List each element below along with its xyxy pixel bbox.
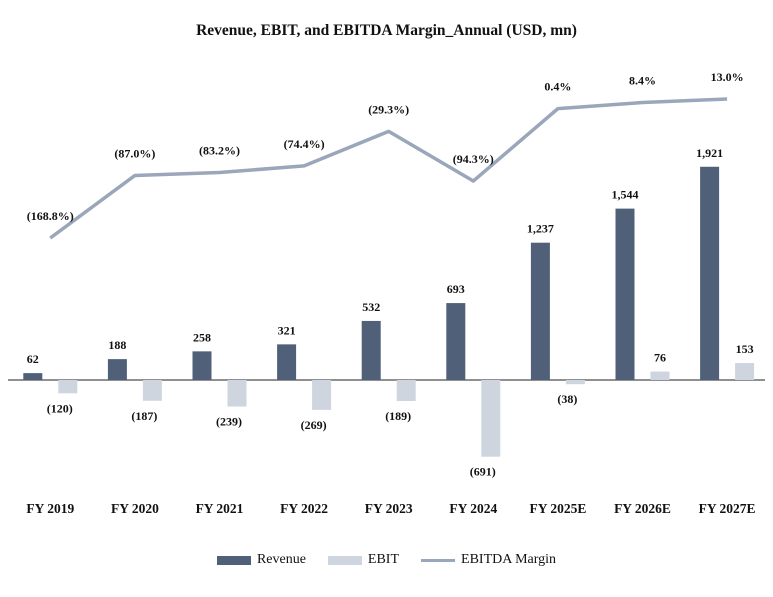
revenue-data-label: 188 — [108, 338, 126, 352]
revenue-bar — [361, 320, 381, 380]
ebit-bar — [481, 380, 501, 457]
ebit-bar — [735, 363, 755, 380]
x-tick-label: FY 2022 — [280, 501, 328, 516]
revenue-bar — [615, 208, 635, 380]
x-tick-label: FY 2021 — [196, 501, 244, 516]
legend-label-ebitda-margin: EBITDA Margin — [461, 552, 557, 567]
revenue-data-label: 258 — [193, 330, 211, 344]
revenue-data-label: 321 — [278, 323, 296, 337]
revenue-data-label: 1,237 — [527, 222, 554, 236]
legend-label-revenue: Revenue — [256, 552, 306, 567]
ebit-bar — [227, 380, 247, 407]
ebitda-margin-data-label: 0.4% — [544, 80, 571, 94]
ebit-data-label: (120) — [47, 401, 73, 415]
ebitda-margin-data-label: (168.8%) — [27, 209, 74, 223]
ebitda-margin-data-label: 8.4% — [629, 74, 656, 88]
ebit-bar — [58, 380, 78, 394]
revenue-bar — [700, 166, 720, 380]
ebit-data-label: 153 — [736, 342, 754, 356]
x-tick-label: FY 2020 — [111, 501, 159, 516]
x-tick-label: FY 2024 — [449, 501, 497, 516]
revenue-data-label: 693 — [447, 282, 465, 296]
ebit-data-label: (38) — [557, 392, 577, 406]
ebitda-margin-data-label: (29.3%) — [368, 102, 409, 116]
x-tick-label: FY 2026E — [614, 501, 671, 516]
revenue-bar — [446, 303, 466, 380]
ebit-data-label: (189) — [385, 409, 411, 423]
legend-item-ebit: EBIT — [327, 552, 400, 568]
ebitda-margin-data-label: (83.2%) — [199, 144, 240, 158]
legend-label-ebit: EBIT — [367, 552, 400, 567]
ebit-bar — [650, 371, 670, 380]
ebit-data-label: 76 — [654, 351, 666, 365]
x-tick-label: FY 2019 — [26, 501, 74, 516]
ebit-data-label: (187) — [131, 409, 157, 423]
revenue-data-label: 1,544 — [612, 188, 639, 202]
revenue-bar — [530, 242, 550, 380]
ebit-bar — [565, 380, 585, 385]
ebitda-margin-data-label: (87.0%) — [114, 146, 155, 160]
ebit-bar — [312, 380, 332, 410]
legend: Revenue EBIT EBITDA Margin — [0, 552, 773, 568]
revenue-data-label: 62 — [27, 352, 39, 366]
ebit-data-label: (691) — [470, 465, 496, 479]
ebitda-margin-data-label: (94.3%) — [453, 152, 494, 166]
x-tick-label: FY 2025E — [529, 501, 586, 516]
legend-item-ebitda-margin: EBITDA Margin — [421, 552, 556, 568]
revenue-data-label: 532 — [362, 300, 380, 314]
revenue-data-label: 1,921 — [696, 146, 723, 160]
revenue-bar — [107, 359, 127, 380]
ebit-data-label: (239) — [216, 415, 242, 429]
revenue-bar — [23, 373, 43, 380]
ebitda-margin-data-label: (74.4%) — [284, 137, 325, 151]
ebit-data-label: (269) — [301, 418, 327, 432]
revenue-bar — [277, 344, 297, 380]
x-tick-label: FY 2023 — [365, 501, 413, 516]
ebitda-margin-data-label: 13.0% — [711, 70, 744, 84]
x-tick-label: FY 2027E — [699, 501, 756, 516]
ebit-bar — [142, 380, 162, 401]
legend-swatch-revenue — [216, 555, 251, 565]
chart-title: Revenue, EBIT, and EBITDA Margin_Annual … — [196, 22, 577, 39]
legend-swatch-ebit — [327, 555, 362, 565]
revenue-bar — [192, 351, 212, 380]
legend-item-revenue: Revenue — [216, 552, 306, 568]
legend-swatch-ebitda-margin — [421, 558, 456, 562]
ebit-bar — [396, 380, 416, 401]
